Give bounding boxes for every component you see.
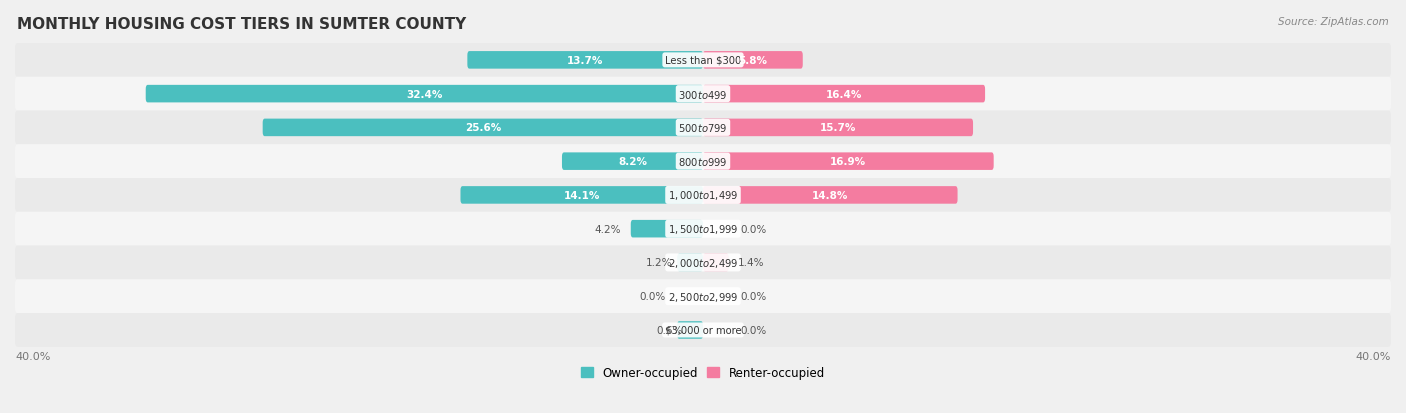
Text: 1.4%: 1.4% [737,258,763,268]
Text: 15.7%: 15.7% [820,123,856,133]
Text: 1.2%: 1.2% [645,258,672,268]
Text: 4.2%: 4.2% [593,224,620,234]
Text: $2,500 to $2,999: $2,500 to $2,999 [668,290,738,303]
FancyBboxPatch shape [461,187,703,204]
FancyBboxPatch shape [678,321,703,339]
Text: 8.2%: 8.2% [619,157,647,167]
FancyBboxPatch shape [678,254,703,272]
Text: 14.8%: 14.8% [813,190,848,200]
Text: 13.7%: 13.7% [567,56,603,66]
FancyBboxPatch shape [703,52,803,69]
FancyBboxPatch shape [631,221,703,238]
Text: 40.0%: 40.0% [15,351,51,361]
Text: $800 to $999: $800 to $999 [678,156,728,168]
Text: 32.4%: 32.4% [406,89,443,100]
Text: 0.0%: 0.0% [741,325,768,335]
Text: $500 to $799: $500 to $799 [678,122,728,134]
FancyBboxPatch shape [467,52,703,69]
FancyBboxPatch shape [15,313,1391,347]
FancyBboxPatch shape [15,78,1391,111]
Text: Source: ZipAtlas.com: Source: ZipAtlas.com [1278,17,1389,26]
Text: 16.4%: 16.4% [825,89,862,100]
FancyBboxPatch shape [15,280,1391,313]
FancyBboxPatch shape [15,111,1391,145]
FancyBboxPatch shape [15,44,1391,78]
Text: 0.0%: 0.0% [741,224,768,234]
Legend: Owner-occupied, Renter-occupied: Owner-occupied, Renter-occupied [576,361,830,384]
Text: 14.1%: 14.1% [564,190,600,200]
Text: MONTHLY HOUSING COST TIERS IN SUMTER COUNTY: MONTHLY HOUSING COST TIERS IN SUMTER COU… [17,17,467,31]
Text: $1,500 to $1,999: $1,500 to $1,999 [668,223,738,235]
FancyBboxPatch shape [263,119,703,137]
FancyBboxPatch shape [703,254,728,272]
FancyBboxPatch shape [15,178,1391,212]
Text: $1,000 to $1,499: $1,000 to $1,499 [668,189,738,202]
Text: 25.6%: 25.6% [465,123,501,133]
Text: 0.0%: 0.0% [741,292,768,301]
Text: Less than $300: Less than $300 [665,56,741,66]
FancyBboxPatch shape [562,153,703,171]
Text: $300 to $499: $300 to $499 [678,88,728,100]
Text: 5.8%: 5.8% [738,56,768,66]
FancyBboxPatch shape [703,153,994,171]
FancyBboxPatch shape [146,85,703,103]
FancyBboxPatch shape [15,246,1391,280]
Text: 40.0%: 40.0% [1355,351,1391,361]
FancyBboxPatch shape [15,145,1391,178]
FancyBboxPatch shape [703,119,973,137]
FancyBboxPatch shape [703,85,986,103]
Text: 16.9%: 16.9% [831,157,866,167]
FancyBboxPatch shape [15,212,1391,246]
Text: 0.6%: 0.6% [657,325,682,335]
Text: $2,000 to $2,499: $2,000 to $2,499 [668,256,738,269]
Text: 0.0%: 0.0% [638,292,665,301]
FancyBboxPatch shape [703,187,957,204]
Text: $3,000 or more: $3,000 or more [665,325,741,335]
